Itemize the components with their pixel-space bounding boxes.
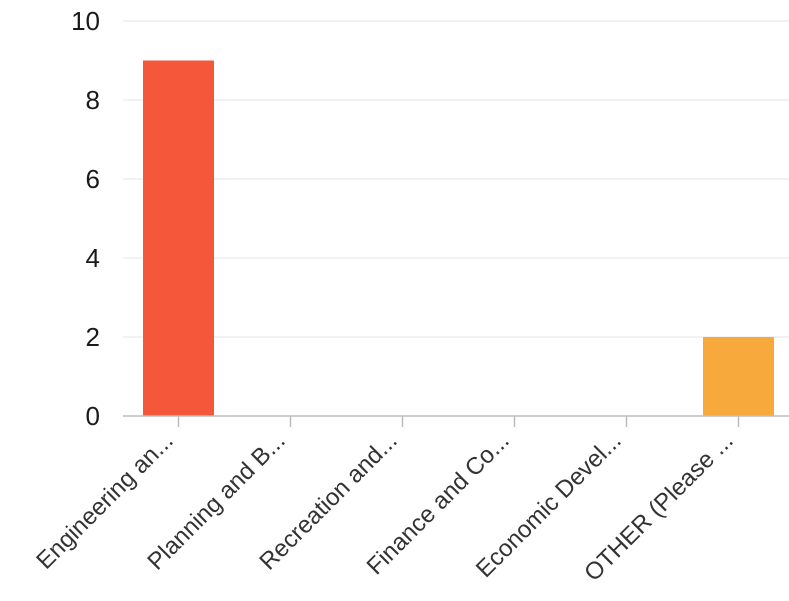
y-tick-label-10: 10 bbox=[71, 6, 100, 36]
y-tick-label-8: 8 bbox=[86, 85, 100, 115]
bar-layer bbox=[143, 60, 774, 416]
axis-layer bbox=[123, 415, 789, 427]
x-tick-labels: Engineering an...Planning and B...Recrea… bbox=[31, 427, 738, 587]
y-tick-label-0: 0 bbox=[86, 401, 100, 431]
grid-layer bbox=[123, 20, 789, 338]
bar-5 bbox=[703, 337, 774, 416]
bar-0 bbox=[143, 60, 214, 416]
y-tick-label-2: 2 bbox=[86, 322, 100, 352]
y-tick-label-4: 4 bbox=[86, 243, 100, 273]
y-tick-labels: 0 2 4 6 8 10 bbox=[71, 6, 100, 431]
y-tick-label-6: 6 bbox=[86, 164, 100, 194]
